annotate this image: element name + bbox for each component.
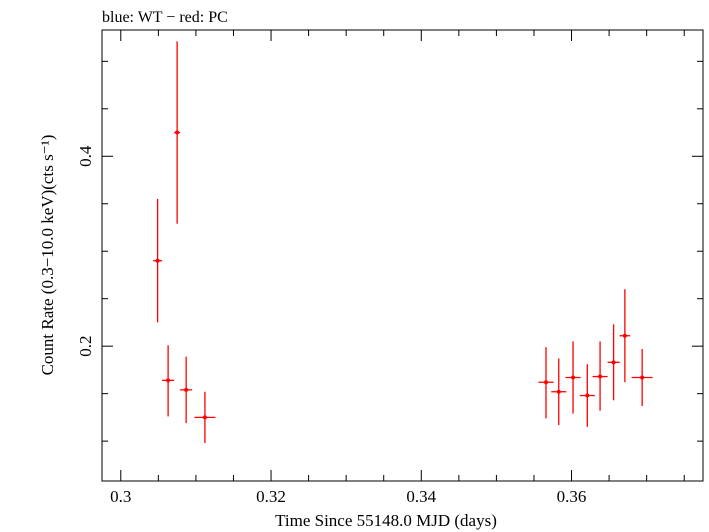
data-point <box>579 364 595 427</box>
x-tick-label: 0.34 <box>406 487 436 506</box>
plot-frame <box>101 29 704 482</box>
y-tick-label: 0.2 <box>76 336 95 357</box>
point-marker <box>175 130 180 135</box>
point-marker <box>640 375 645 380</box>
chart-title: blue: WT − red: PC <box>102 9 228 26</box>
point-marker <box>556 389 561 394</box>
point-marker <box>585 393 590 398</box>
x-tick-label: 0.32 <box>256 487 286 506</box>
point-marker <box>571 375 576 380</box>
data-point <box>631 349 653 406</box>
point-marker <box>166 378 171 383</box>
point-marker <box>155 258 160 263</box>
point-marker <box>184 387 189 392</box>
point-marker <box>622 333 627 338</box>
x-tick-label: 0.36 <box>557 487 587 506</box>
data-point <box>592 341 608 411</box>
x-axis-ticks: 0.3 0.32 0.34 0.36 <box>110 30 685 506</box>
x-axis-label: Time Since 55148.0 MJD (days) <box>275 511 497 530</box>
data-point <box>162 345 175 417</box>
y-axis-label: Count Rate (0.3−10.0 keV)(cts s⁻¹) <box>38 135 57 376</box>
point-marker <box>598 374 603 379</box>
data-series <box>153 41 653 444</box>
point-marker <box>202 415 207 420</box>
data-point <box>538 347 554 419</box>
y-axis-ticks: 0.2 0.4 <box>76 60 703 442</box>
data-point <box>180 356 193 424</box>
data-point <box>153 199 163 323</box>
y-tick-label: 0.4 <box>76 145 95 167</box>
data-point <box>551 358 567 425</box>
data-point <box>565 341 581 414</box>
data-point <box>194 391 216 444</box>
point-marker <box>543 380 548 385</box>
point-marker <box>611 360 616 365</box>
data-point <box>174 41 181 224</box>
data-point <box>619 289 631 383</box>
data-point <box>607 324 620 401</box>
x-tick-label: 0.3 <box>110 487 131 506</box>
